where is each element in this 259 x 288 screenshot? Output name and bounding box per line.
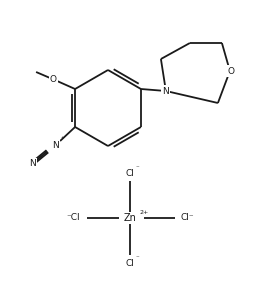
Text: ⁻Cl: ⁻Cl [66,213,80,223]
Text: Cl: Cl [126,168,134,177]
Text: ⁺: ⁺ [60,137,64,143]
Text: N: N [29,160,35,168]
Text: ⁻: ⁻ [135,255,139,261]
Text: Cl: Cl [126,259,134,268]
Text: Zn: Zn [124,213,136,223]
Text: ⁻: ⁻ [135,165,139,171]
Text: O: O [227,67,234,75]
Text: O: O [49,75,56,84]
Text: 2+: 2+ [139,211,148,215]
Text: N: N [163,86,169,96]
Text: N: N [52,141,59,149]
Text: Cl⁻: Cl⁻ [180,213,194,223]
